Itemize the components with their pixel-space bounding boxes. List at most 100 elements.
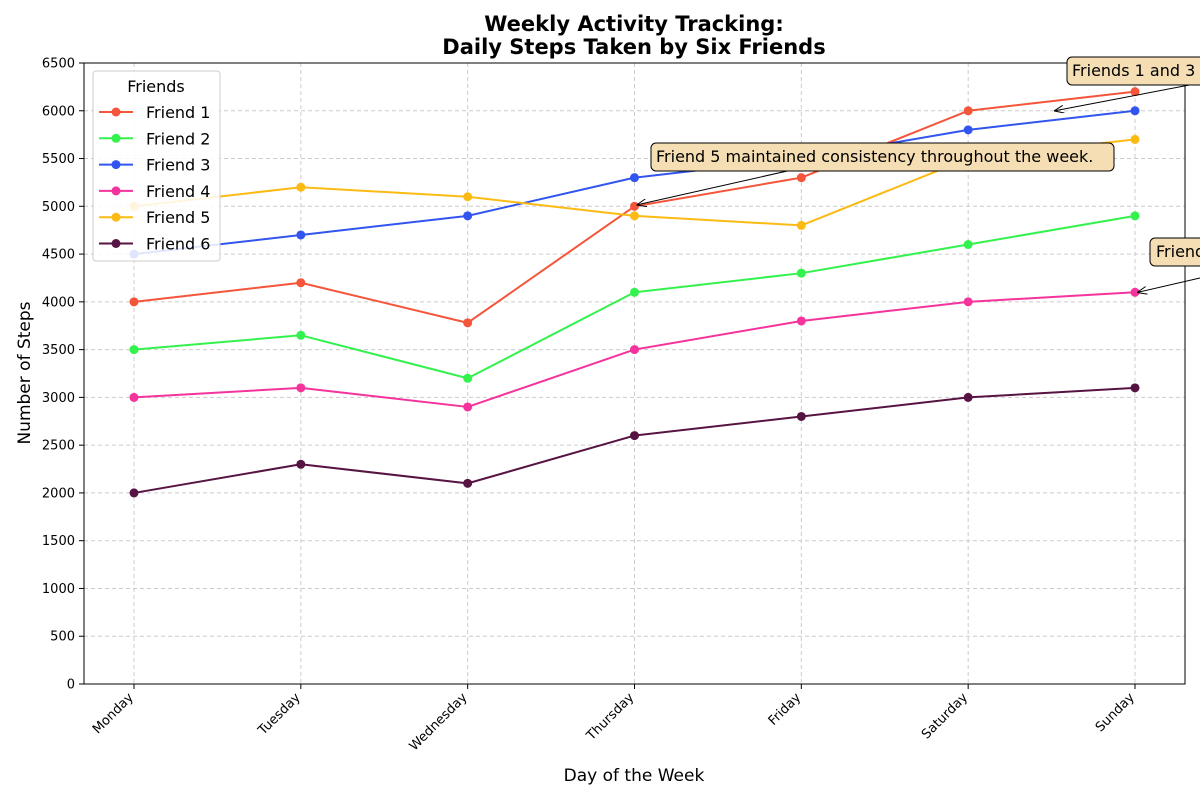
data-point	[1130, 383, 1140, 393]
data-point	[296, 230, 306, 240]
x-tick-label: Friday	[766, 690, 805, 729]
y-tick-label: 6000	[42, 104, 75, 119]
y-tick-label: 3000	[42, 391, 75, 406]
legend-frame	[92, 70, 221, 262]
data-point	[296, 459, 306, 469]
annotation-text: Friend	[1156, 242, 1200, 261]
y-tick-label: 4000	[42, 295, 75, 310]
legend-label: Friend 4	[146, 182, 210, 201]
annotation-box	[1149, 237, 1200, 267]
x-tick-label: Tuesday	[255, 690, 304, 739]
data-point	[796, 220, 806, 230]
x-tick-label: Sunday	[1093, 690, 1138, 735]
series-friend-1	[129, 87, 1140, 328]
annotation-friend-5: Friend 5 maintained consistency througho…	[650, 142, 1115, 172]
data-point	[963, 297, 973, 307]
data-point	[630, 431, 639, 441]
annotation-arrow	[638, 166, 806, 205]
annotation-box	[650, 142, 1115, 172]
data-point	[630, 287, 639, 297]
legend-marker	[111, 107, 121, 117]
data-point	[129, 488, 139, 498]
series-friend-6	[129, 383, 1140, 498]
data-point	[296, 383, 306, 393]
legend-label: Friend 2	[146, 129, 210, 148]
legend-label: Friend 3	[146, 156, 210, 175]
annotation-friend-sunday: Friend	[1149, 237, 1200, 267]
data-point	[796, 268, 806, 278]
legend-item-friend-5: Friend 5	[99, 208, 210, 227]
data-point	[296, 278, 306, 288]
legend-marker	[111, 212, 121, 222]
y-axis-label: Number of Steps	[15, 301, 35, 444]
annotation-arrow	[1138, 277, 1200, 292]
data-point	[296, 182, 306, 192]
data-point	[630, 173, 639, 183]
legend-item-friend-1: Friend 1	[99, 103, 210, 122]
y-tick-label: 6500	[42, 57, 75, 72]
annotation-box	[1066, 56, 1200, 86]
data-point	[963, 125, 973, 135]
annotation-arrows	[638, 82, 1200, 292]
y-tick-label: 1500	[42, 534, 75, 549]
series-friend-2	[129, 211, 1140, 383]
data-point	[1130, 87, 1140, 97]
x-tick-label: Monday	[90, 690, 137, 737]
data-point	[1130, 106, 1140, 116]
data-point	[463, 373, 473, 383]
chart-title-line-1: Weekly Activity Tracking:	[484, 12, 783, 36]
data-point	[796, 316, 806, 326]
y-tick-label: 4500	[42, 248, 75, 263]
y-tick-label: 500	[50, 630, 75, 645]
legend-marker	[111, 239, 121, 248]
data-point	[796, 173, 806, 183]
y-tick-label: 2000	[42, 486, 75, 501]
data-point	[1130, 134, 1140, 144]
legend-marker	[111, 186, 121, 196]
x-tick-label: Saturday	[919, 690, 971, 742]
legend-label: Friend 5	[146, 208, 210, 227]
data-point	[796, 411, 806, 421]
data-point	[129, 345, 139, 355]
grid	[84, 62, 1185, 685]
legend-item-friend-2: Friend 2	[99, 129, 210, 148]
legend-item-friend-6: Friend 6	[99, 235, 210, 254]
data-point	[963, 106, 973, 116]
y-tick-label: 1000	[42, 582, 75, 597]
data-point	[630, 201, 639, 211]
data-point	[963, 240, 973, 250]
legend: Friends Friend 1 Friend 2 Friend 3 Friend 4…	[92, 70, 221, 262]
annotation-text: Friend 5 maintained consistency througho…	[656, 147, 1093, 166]
annotation-friends-1-3: Friends 1 and 3	[1066, 56, 1200, 86]
data-point	[630, 211, 639, 221]
data-point	[963, 392, 973, 402]
x-tick-label: Thursday	[583, 690, 637, 744]
legend-items: Friend 1 Friend 2 Friend 3 Friend 4 Friend 5…	[99, 103, 210, 254]
legend-label: Friend 6	[146, 235, 210, 254]
y-tick-label: 3500	[42, 343, 75, 358]
data-point	[296, 330, 306, 340]
x-tick-label: Wednesday	[407, 690, 471, 754]
data-point	[129, 392, 139, 402]
annotation-text: Friends 1 and 3	[1072, 61, 1195, 80]
chart-title-line-2: Daily Steps Taken by Six Friends	[442, 35, 825, 59]
data-point	[463, 478, 473, 488]
y-tick-label: 0	[67, 678, 75, 693]
data-point	[630, 345, 639, 355]
legend-marker	[111, 133, 121, 143]
data-point	[1130, 211, 1140, 221]
plot-area-frame	[83, 62, 1186, 685]
data-point	[463, 192, 473, 202]
x-axis-label: Day of the Week	[564, 766, 705, 786]
y-axis-ticks: 0 500 1000 1500 2000 2500 3000 3500 4000 4500 5000…	[42, 57, 84, 693]
data-point	[463, 318, 473, 328]
annotation-arrow	[1055, 82, 1200, 111]
legend-item-friend-3: Friend 3	[99, 156, 210, 175]
data-point	[463, 402, 473, 412]
legend-label: Friend 1	[146, 103, 210, 122]
data-point	[129, 297, 139, 307]
legend-item-friend-4: Friend 4	[99, 182, 210, 201]
annotations: Friends 1 and 3 Friend 5 maintained cons…	[650, 56, 1200, 267]
x-axis-ticks: Monday Tuesday Wednesday Thursday Friday Satu…	[90, 684, 1138, 754]
